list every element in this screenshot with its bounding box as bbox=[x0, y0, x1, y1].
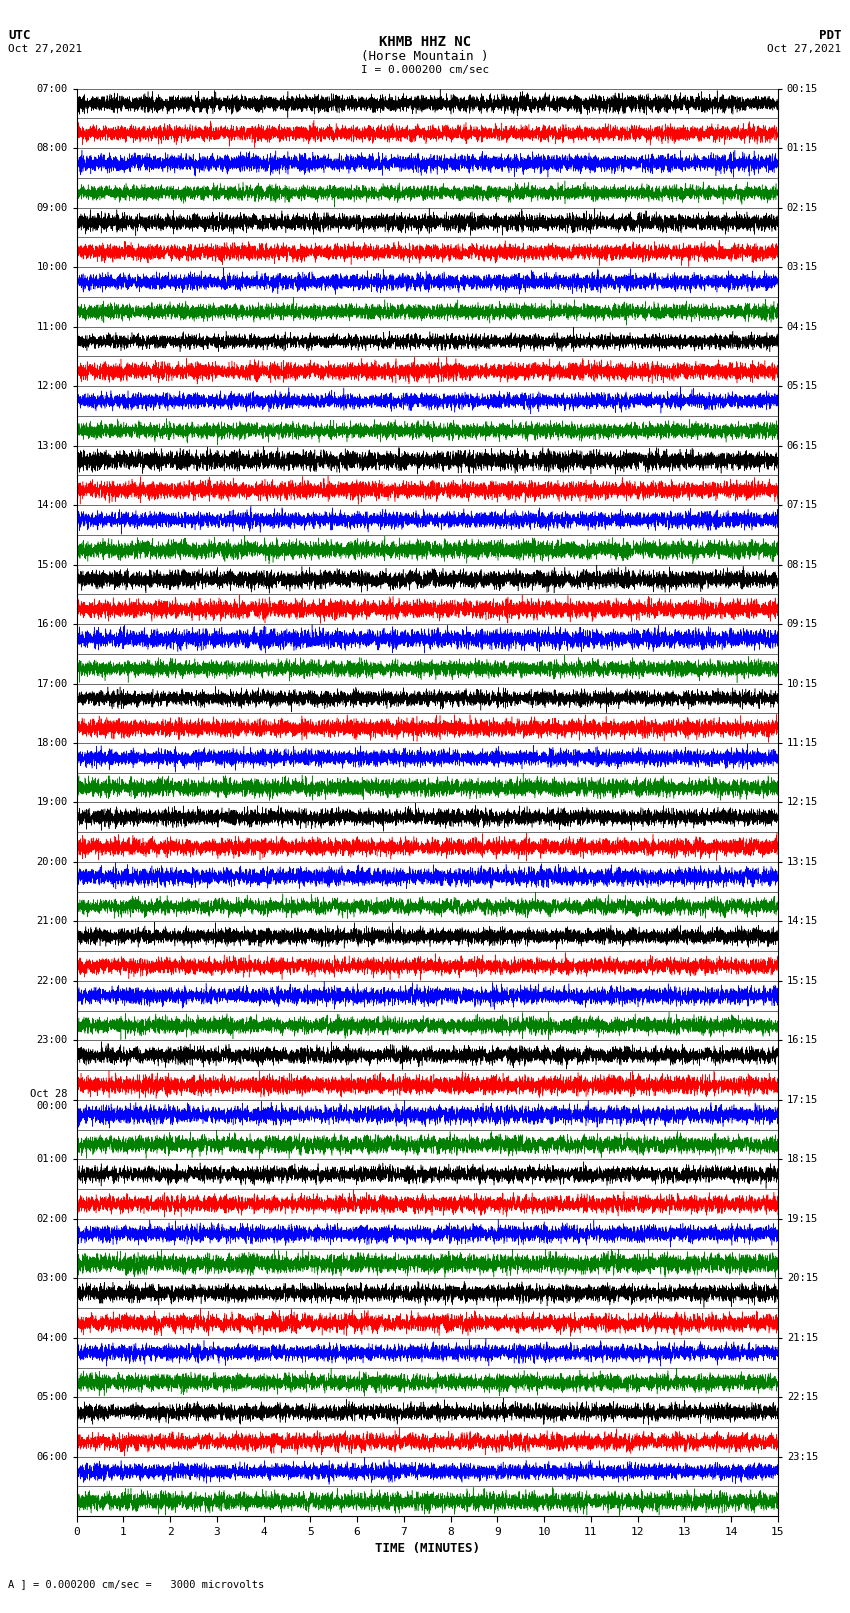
Text: I = 0.000200 cm/sec: I = 0.000200 cm/sec bbox=[361, 65, 489, 74]
Text: Oct 27,2021: Oct 27,2021 bbox=[768, 44, 842, 53]
Text: KHMB HHZ NC: KHMB HHZ NC bbox=[379, 35, 471, 50]
X-axis label: TIME (MINUTES): TIME (MINUTES) bbox=[375, 1542, 479, 1555]
Text: A ] = 0.000200 cm/sec =   3000 microvolts: A ] = 0.000200 cm/sec = 3000 microvolts bbox=[8, 1579, 264, 1589]
Text: (Horse Mountain ): (Horse Mountain ) bbox=[361, 50, 489, 63]
Text: UTC: UTC bbox=[8, 29, 31, 42]
Text: PDT: PDT bbox=[819, 29, 842, 42]
Text: Oct 27,2021: Oct 27,2021 bbox=[8, 44, 82, 53]
